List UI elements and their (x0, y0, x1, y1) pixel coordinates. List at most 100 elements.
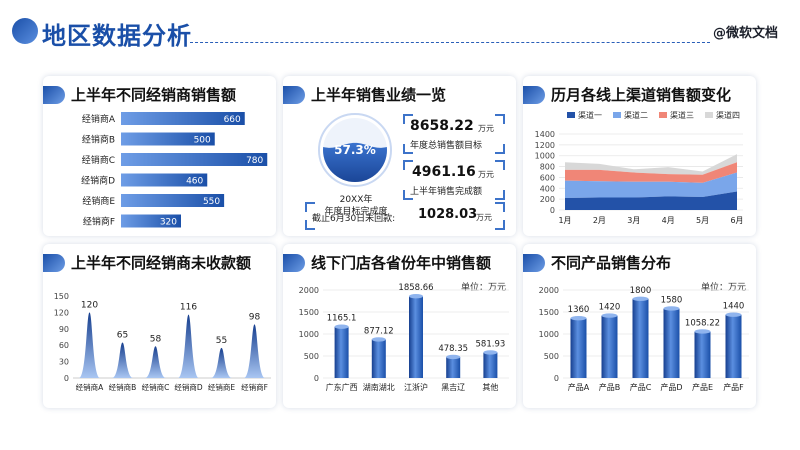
x-tick-label: 产品A (568, 382, 590, 392)
annual-target-value: 8658.22 (410, 118, 474, 134)
corner-mark (495, 220, 505, 230)
x-tick-label: 产品F (723, 382, 744, 392)
y-tick-label: 1000 (299, 330, 319, 339)
data-label: 1360 (568, 305, 590, 315)
category-label: 经销商C (82, 154, 115, 166)
x-tick-label: 其他 (482, 382, 498, 392)
data-label: 320 (160, 218, 177, 228)
title-decoration (12, 18, 38, 44)
data-label: 1165.1 (327, 314, 357, 324)
bar (121, 132, 215, 146)
data-label: 55 (216, 336, 227, 346)
data-label: 1440 (723, 302, 745, 312)
half-done-value: 4961.16 (412, 164, 476, 180)
data-label: 780 (246, 156, 263, 166)
y-tick-label: 150 (54, 292, 69, 301)
area-series (565, 162, 737, 183)
header-divider (190, 42, 710, 43)
header-pill (523, 86, 545, 104)
card-title: 历月各线上渠道销售额变化 (551, 86, 732, 104)
x-tick-label: 经销商F (241, 382, 268, 392)
legend-label: 渠道二 (624, 110, 648, 120)
x-tick-label: 湖南湖北 (363, 382, 395, 392)
data-label: 550 (203, 197, 220, 207)
data-label: 660 (224, 115, 241, 125)
bar (334, 326, 349, 378)
bar-cap (371, 337, 386, 342)
half-done-label: 上半年销售完成额 (410, 187, 483, 197)
unpaid-value: 1028.03 (418, 207, 478, 222)
bar (694, 331, 711, 378)
y-tick-label: 0 (554, 374, 559, 383)
legend-label: 渠道一 (578, 110, 602, 120)
legend-label: 渠道三 (670, 110, 694, 120)
page-title: 地区数据分析 (42, 22, 192, 50)
brand-label: @微软文档 (712, 26, 778, 41)
x-tick-label: 江浙沪 (404, 382, 428, 392)
legend-swatch (659, 112, 667, 118)
x-tick-label: 产品C (630, 382, 652, 392)
x-tick-label: 黑吉辽 (441, 383, 465, 392)
y-tick-label: 500 (304, 352, 319, 361)
y-tick-label: 600 (540, 173, 555, 182)
category-label: 经销商F (83, 216, 115, 228)
header-pill (283, 86, 305, 104)
bar (121, 153, 268, 166)
x-tick-label: 3月 (627, 216, 640, 225)
province-sales-chart: 0 500 1000 1500 2000 1165.1 广东广西 877.12 湖南湖北 1858… (299, 283, 509, 392)
bar-cap (694, 329, 711, 334)
x-tick-label: 经销商E (208, 382, 235, 392)
x-tick-label: 产品B (599, 382, 621, 392)
x-tick-label: 5月 (696, 216, 709, 225)
bar-cap (725, 312, 742, 317)
x-tick-label: 经销商D (174, 382, 202, 392)
bar (121, 112, 245, 125)
bar-cap (601, 313, 618, 318)
category-label: 经销商A (82, 113, 116, 125)
unpaid-unit: 万元 (476, 213, 492, 222)
y-tick-label: 1400 (535, 130, 555, 139)
data-label: 1800 (630, 286, 652, 296)
bar (371, 339, 386, 378)
product-sales-chart: 0 500 1000 1500 2000 1360 产品A 1420 产品B 1800 产品C 158… (539, 286, 749, 392)
legend-swatch (705, 112, 713, 118)
card-header: 上半年不同经销商未收款额 (43, 250, 276, 276)
dealer-unpaid-card: 上半年不同经销商未收款额 0 30 60 90 120 150 120 经销商A 65 经销商B 5… (43, 244, 276, 408)
card-title: 线下门店各省份年中销售额 (311, 254, 492, 272)
category-label: 经销商D (81, 175, 115, 187)
unit-label: 单位：万元 (460, 283, 506, 293)
data-label: 478.35 (438, 344, 468, 354)
year-sub-label: 年度目标完成度 (324, 207, 388, 217)
corner-mark (305, 202, 315, 212)
peak-mark (111, 342, 134, 378)
bar-cap (570, 315, 587, 321)
bar-cap (446, 354, 461, 360)
corner-mark (403, 144, 413, 154)
data-label: 460 (186, 177, 203, 187)
performance-card: 上半年销售业绩一览 57.3% 20XX年 年度目标完成度 8658.22 万元… (283, 76, 516, 236)
y-tick-label: 400 (540, 184, 555, 193)
peak-mark (177, 314, 200, 378)
y-tick-label: 60 (59, 341, 69, 350)
dealer-sales-card: 上半年不同经销商销售额 经销商A 660 经销商B 500 经销商C 780 经销商D 460… (43, 76, 276, 236)
y-tick-label: 800 (540, 163, 555, 172)
half-done-unit: 万元 (478, 170, 494, 179)
x-tick-label: 产品E (692, 382, 713, 392)
corner-mark (403, 160, 413, 170)
province-sales-card: 线下门店各省份年中销售额 单位：万元 0 500 1000 1500 2000 1165.… (283, 244, 516, 408)
x-tick-label: 6月 (730, 216, 743, 225)
peak-mark (144, 346, 167, 378)
header-pill (283, 254, 305, 272)
progress-ring (318, 113, 392, 187)
data-label: 1058.22 (685, 318, 720, 328)
data-label: 1420 (599, 303, 621, 313)
unpaid-prefix: 截止6月30日未回款: (312, 214, 396, 224)
y-tick-label: 200 (540, 195, 555, 204)
x-tick-label: 经销商A (76, 382, 104, 392)
legend-swatch (613, 112, 621, 118)
bar (632, 298, 649, 378)
card-title: 上半年销售业绩一览 (311, 86, 447, 104)
card-title: 不同产品销售分布 (551, 254, 672, 272)
x-tick-label: 经销商B (109, 382, 137, 392)
half-done-box: 4961.16 万元 上半年销售完成额 (403, 160, 505, 200)
